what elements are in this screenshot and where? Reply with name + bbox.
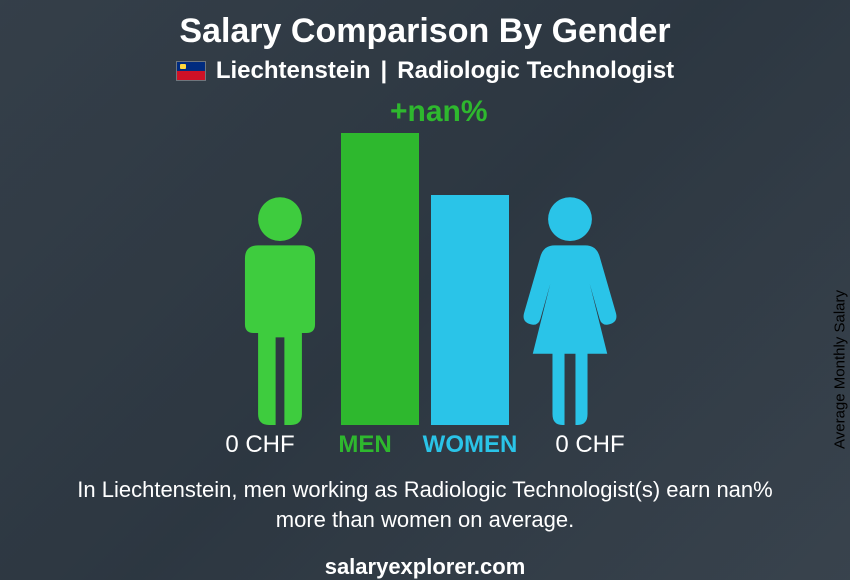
men-bar-col [335,133,425,425]
labels-row: 0 CHF MEN WOMEN 0 CHF [145,431,705,459]
men-bar [341,133,419,425]
y-axis-label: Average Monthly Salary [832,290,849,449]
women-bar [431,195,509,425]
separator: | [381,57,388,85]
women-label: WOMEN [410,431,530,459]
men-icon-col [225,195,335,425]
country-label: Liechtenstein [216,57,371,85]
pct-diff-label: +nan% [390,95,488,129]
page-title: Salary Comparison By Gender [0,0,850,51]
subtitle-row: Liechtenstein | Radiologic Technologist [0,57,850,85]
men-salary: 0 CHF [200,431,320,459]
job-label: Radiologic Technologist [397,57,674,85]
women-icon-col [515,195,625,425]
footer-source: salaryexplorer.com [0,554,850,580]
women-salary: 0 CHF [530,431,650,459]
men-label: MEN [320,431,410,459]
description-text: In Liechtenstein, men working as Radiolo… [50,475,800,534]
woman-icon [515,195,625,425]
man-icon [225,195,335,425]
chart-area: +nan% [145,95,705,425]
women-bar-col [425,195,515,425]
flag-icon [176,61,206,81]
